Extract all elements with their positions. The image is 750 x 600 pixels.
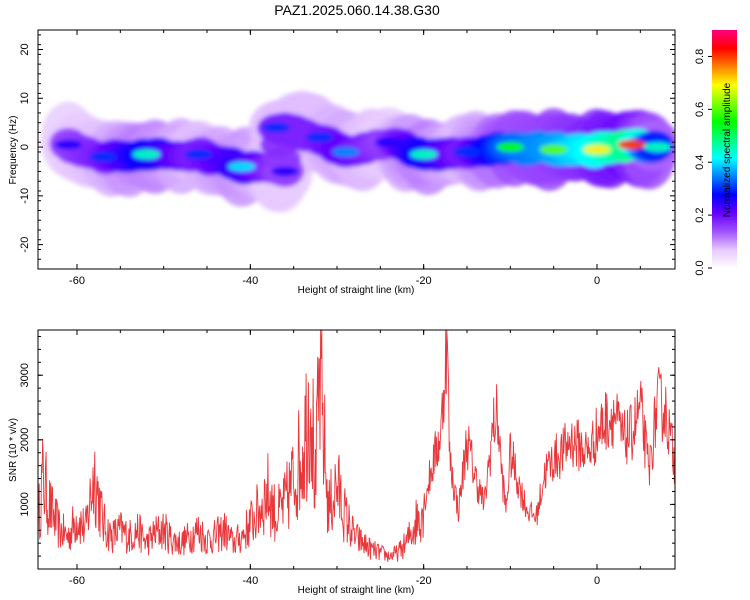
colorbar-gradient (712, 30, 737, 268)
spectrogram-image (40, 90, 675, 213)
spectrogram-peak (54, 139, 83, 150)
spectrogram-x-tick-label: 0 (594, 275, 600, 287)
snr-y-tick-label: 1000 (19, 492, 31, 516)
spectrogram-peak (375, 137, 403, 148)
spectrogram-x-tick-label: -40 (242, 275, 258, 287)
snr-frame (37, 329, 676, 570)
spectrogram-frame (37, 29, 676, 270)
snr-x-tick-label: -20 (416, 575, 432, 587)
colorbar-tick-label: 0.0 (694, 260, 706, 275)
colorbar-tick-label: 0.6 (694, 102, 706, 117)
spectrogram-y-tick-label: -10 (19, 188, 31, 204)
spectrogram-peak (583, 144, 611, 155)
spectrogram-peak (305, 132, 334, 143)
colorbar-tick-label: 0.8 (694, 49, 706, 64)
spectrogram-panel: -60 -40 -20 0 20 10 0 -10 -20 Height of straigh… (8, 29, 676, 296)
snr-x-axis-label: Height of straight line (km) (298, 585, 415, 596)
snr-y-tick-label: 3000 (19, 363, 31, 387)
figure-title: PAZ1.2025.060.14.38.G30 (274, 2, 440, 18)
spectrogram-peak (262, 122, 291, 133)
colorbar-tick-label: 0.4 (694, 155, 706, 170)
spectrogram-y-tick-label: -20 (19, 237, 31, 253)
spectrogram-peak (89, 151, 117, 162)
spectrogram-x-tick-label: -60 (69, 275, 85, 287)
spectrogram-peak (331, 147, 360, 157)
spectrogram-y-axis-label: Frequency (Hz) (8, 116, 19, 185)
snr-x-tick-label: 0 (594, 575, 600, 587)
spectrogram-x-axis-label: Height of straight line (km) (298, 285, 415, 296)
spectrogram-peak (617, 139, 646, 150)
snr-y-tick-label: 2000 (19, 428, 31, 452)
snr-x-tick-label: -40 (242, 575, 258, 587)
spectrogram-peak (227, 161, 256, 172)
spectrogram-peak (184, 149, 213, 160)
snr-series-line (38, 330, 675, 562)
colorbar: 0.0 0.2 0.4 0.6 0.8 Normalized spectral ampl… (694, 30, 737, 276)
spectrogram-peak (453, 147, 481, 157)
spectrogram-x-tick-label: -20 (416, 275, 432, 287)
snr-x-tick-label: -60 (69, 575, 85, 587)
colorbar-tick-label: 0.2 (694, 207, 706, 222)
spectrogram-peak (409, 149, 438, 160)
spectrogram-y-tick-label: 20 (19, 43, 31, 55)
spectrogram-peak (271, 166, 299, 177)
snr-y-axis-label: SNR (10 * v/v) (8, 418, 19, 482)
spectrogram-y-tick-label: 0 (19, 144, 31, 150)
snr-panel: -60 -40 -20 0 1000 2000 3000 Height of straig… (8, 329, 676, 596)
colorbar-label: Normalized spectral amplitude (722, 82, 733, 217)
spectrogram-peak (496, 142, 525, 152)
spectrogram-peak (539, 144, 568, 155)
spectrogram-peak (643, 142, 672, 152)
spectrogram-y-tick-label: 10 (19, 92, 31, 104)
spectrogram-peak (132, 149, 161, 160)
